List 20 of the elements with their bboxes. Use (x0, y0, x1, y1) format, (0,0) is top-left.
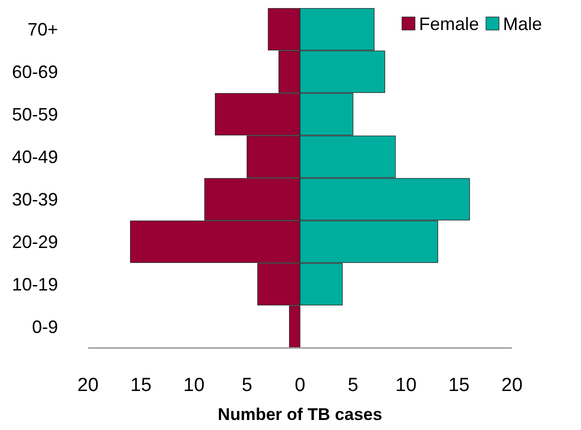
y-tick-label: 10-19 (12, 274, 58, 294)
y-tick-label: 70+ (27, 19, 58, 40)
legend-label: Male (503, 14, 542, 34)
y-tick-label: 20-29 (12, 232, 58, 252)
x-tick-label: 0 (294, 375, 306, 396)
x-tick-label: 10 (183, 375, 205, 396)
x-tick-label: 15 (130, 375, 152, 396)
x-tick-label: 20 (501, 375, 523, 396)
x-tick-label: 15 (448, 375, 470, 396)
y-tick-label: 30-39 (12, 189, 58, 210)
y-tick-label: 40-49 (12, 146, 58, 167)
y-tick-label: 50-59 (12, 104, 58, 124)
y-tick-label: 60-69 (12, 62, 58, 82)
x-tick-label: 10 (395, 375, 417, 396)
x-axis-title: Number of TB cases (218, 405, 382, 424)
y-tick-label: 0-9 (32, 316, 58, 337)
x-tick-label: 20 (77, 375, 99, 396)
x-tick-label: 5 (242, 375, 252, 396)
x-tick-label: 5 (348, 375, 358, 396)
legend-label: Female (419, 14, 480, 34)
